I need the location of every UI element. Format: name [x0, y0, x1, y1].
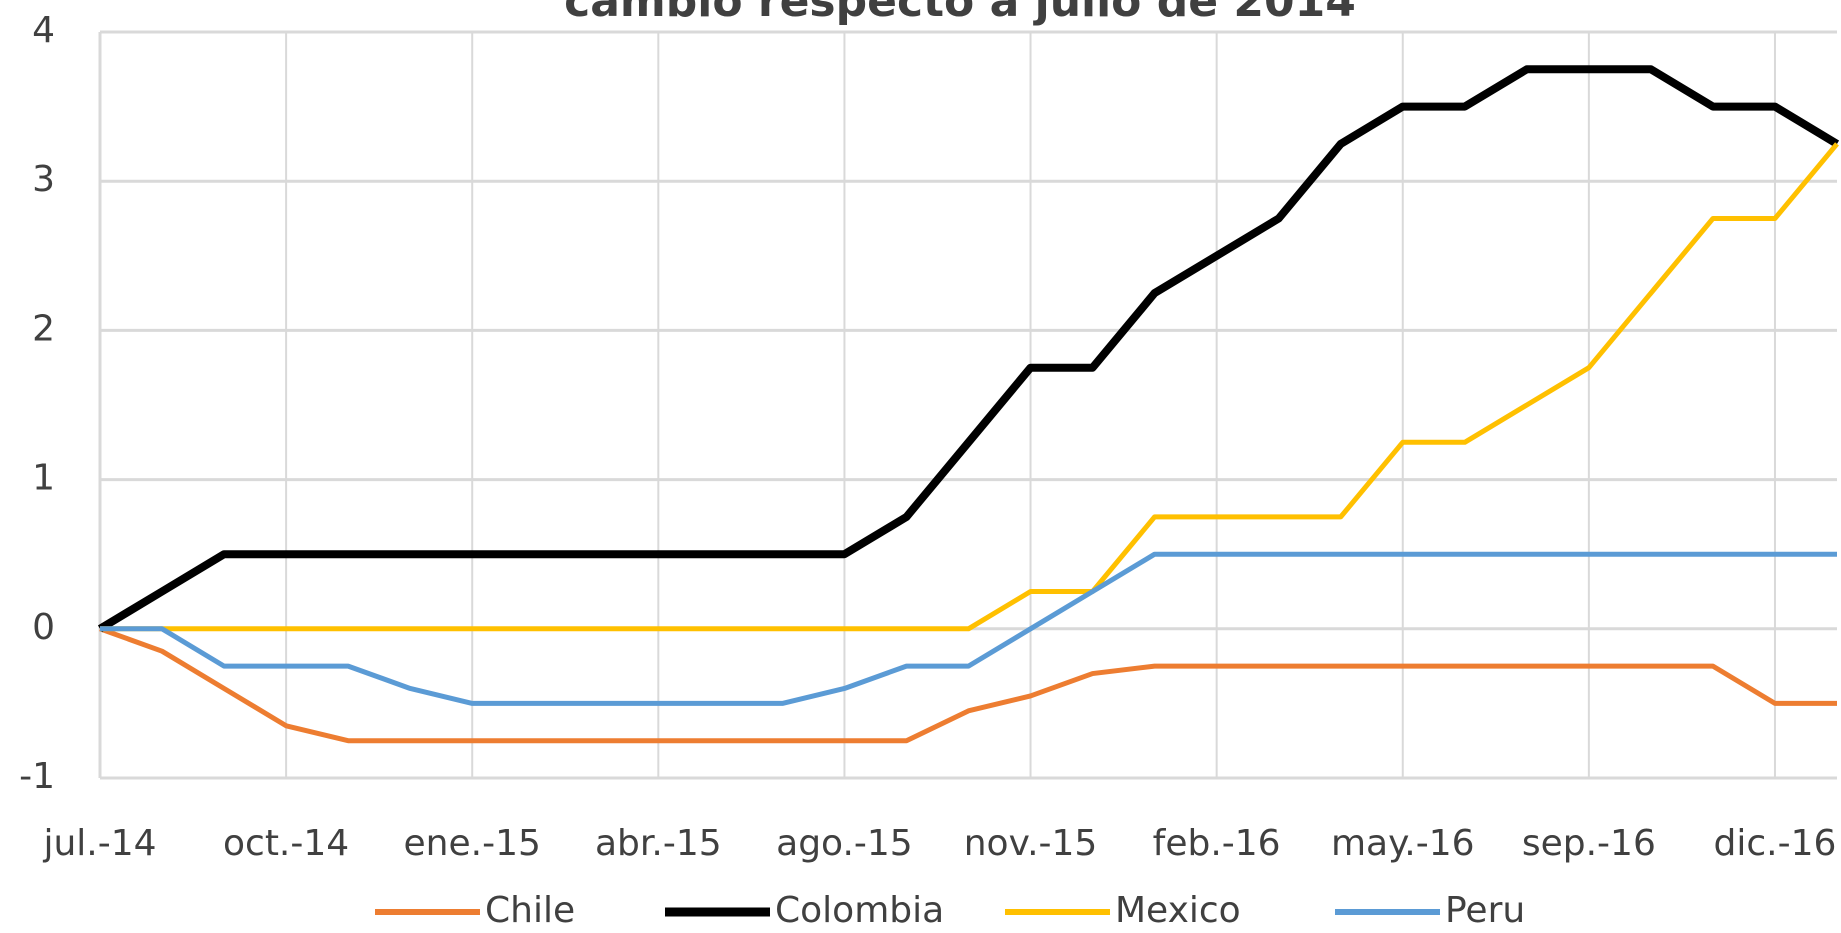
legend-label: Mexico [1115, 890, 1241, 931]
x-tick-label: dic.-16 [1714, 823, 1837, 864]
series-line [100, 142, 1839, 632]
x-tick-label: feb.-16 [1153, 823, 1281, 864]
legend-label: Colombia [775, 890, 944, 931]
y-tick-label: 2 [32, 308, 55, 349]
series-line [99, 626, 1837, 744]
y-tick-label: 4 [32, 10, 55, 51]
x-tick-label: oct.-14 [223, 823, 349, 864]
y-tick-label: 3 [32, 159, 55, 200]
y-tick-label: 1 [32, 458, 55, 499]
x-tick-label: ago.-15 [776, 823, 913, 864]
legend-label: Chile [485, 890, 575, 931]
y-tick-label: 0 [32, 607, 55, 648]
x-tick-label: abr.-15 [595, 823, 722, 864]
x-tick-label: jul.-14 [42, 823, 156, 864]
x-tick-label: ene.-15 [404, 823, 541, 864]
x-tick-label: may.-16 [1331, 823, 1475, 864]
series-line [97, 65, 1840, 633]
chart-title: cambio respecto a julio de 2014 [564, 0, 1356, 27]
legend-label: Peru [1445, 890, 1525, 931]
series-line [100, 551, 1837, 706]
x-tick-label: sep.-16 [1522, 823, 1656, 864]
x-tick-label: nov.-15 [964, 823, 1098, 864]
y-tick-label: -1 [19, 756, 55, 797]
